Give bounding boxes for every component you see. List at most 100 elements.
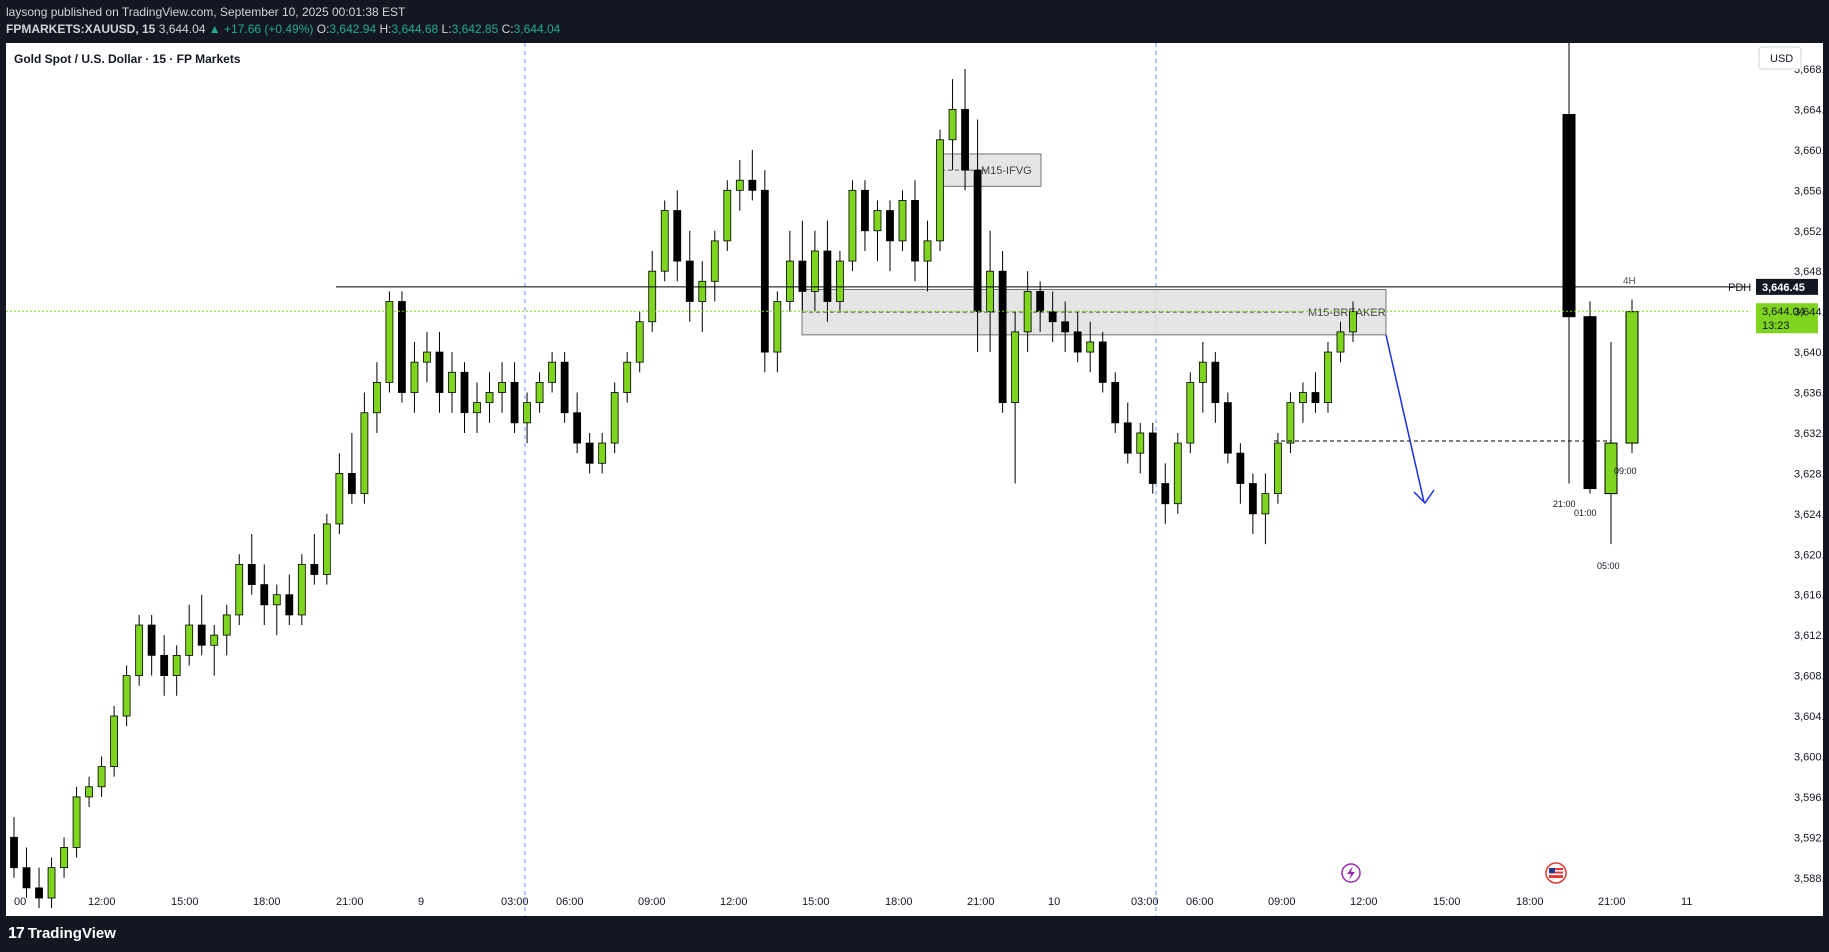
candle[interactable] [210,625,219,676]
candle[interactable] [1261,473,1270,545]
candle[interactable] [861,180,869,251]
candle[interactable] [1048,291,1057,342]
candle[interactable] [560,352,569,423]
candle[interactable] [1299,382,1307,423]
projection-arrow[interactable] [1385,334,1425,503]
candle[interactable] [848,180,857,272]
candle[interactable] [1286,392,1295,454]
candle[interactable] [160,635,169,696]
candle[interactable] [1086,321,1095,373]
candle[interactable] [961,69,969,191]
candle[interactable] [247,534,256,595]
candle[interactable] [748,149,757,201]
candle[interactable] [898,190,907,251]
candle[interactable] [911,180,919,282]
candle[interactable] [773,291,782,373]
candle[interactable] [710,230,719,302]
candle[interactable] [623,352,632,403]
candle[interactable] [1161,463,1170,524]
candle[interactable] [948,79,957,171]
candle[interactable] [573,392,582,454]
candle[interactable] [923,220,932,292]
candle[interactable] [172,645,181,696]
candle[interactable] [610,382,619,454]
candle[interactable] [235,554,244,626]
htf-candle[interactable] [1604,341,1618,545]
candle[interactable] [1324,341,1332,413]
chart-area[interactable]: M15-IFVG M15-BREAKER 21:00 01:00 05:00 09:00… [6,43,1829,916]
candle[interactable] [1111,372,1120,433]
candle[interactable] [398,291,406,403]
tradingview-logo[interactable]: 17 TradingView [8,925,116,943]
candle[interactable] [648,250,657,332]
candle[interactable] [735,159,744,211]
candle[interactable] [35,867,43,909]
candle[interactable] [97,756,106,797]
htf-candle[interactable] [1583,301,1597,494]
candle[interactable] [998,250,1007,413]
candle[interactable] [1036,281,1045,332]
candle[interactable] [448,352,456,413]
candle[interactable] [1186,372,1195,454]
candle[interactable] [373,362,381,433]
candle[interactable] [435,331,444,413]
candle[interactable] [548,352,557,393]
candle[interactable] [973,119,982,353]
us-flag-icon[interactable] [1545,862,1567,884]
candle[interactable] [660,200,669,282]
candle[interactable] [1136,422,1145,474]
candle[interactable] [535,372,544,413]
candle[interactable] [110,705,119,777]
candle[interactable] [285,574,294,626]
candle[interactable] [1211,352,1220,423]
candle[interactable] [698,261,707,332]
candle[interactable] [1349,301,1357,342]
candle[interactable] [147,614,156,676]
candle[interactable] [122,665,131,727]
currency-button[interactable]: USD [1758,46,1802,70]
candle[interactable] [1336,321,1345,363]
candle[interactable] [810,230,819,312]
candle[interactable] [135,614,144,686]
candle[interactable] [510,362,519,433]
candle[interactable] [798,220,807,312]
candle[interactable] [635,311,644,373]
candle[interactable] [1223,392,1232,464]
candle[interactable] [936,129,944,251]
candle[interactable] [873,200,882,262]
candle[interactable] [673,190,682,282]
candle[interactable] [1248,473,1257,535]
candle[interactable] [1098,331,1107,393]
candle[interactable] [1123,402,1132,464]
candle[interactable] [297,554,306,626]
candle[interactable] [72,786,81,858]
candle[interactable] [10,817,18,878]
candle[interactable] [1148,422,1157,494]
candle[interactable] [723,180,732,251]
candle[interactable] [1011,311,1020,484]
candle[interactable] [85,776,93,808]
candle[interactable] [886,200,894,272]
candle[interactable] [360,392,369,504]
candle[interactable] [1274,432,1282,504]
candle[interactable] [823,220,832,322]
candle[interactable] [685,230,694,322]
candle[interactable] [1073,311,1082,363]
candle[interactable] [485,372,494,423]
candle[interactable] [22,847,31,898]
candle[interactable] [335,453,344,535]
candle[interactable] [347,432,356,504]
candle[interactable] [598,432,607,474]
candle[interactable] [222,604,231,656]
candle[interactable] [197,594,206,656]
candle[interactable] [322,513,331,585]
htf-candle[interactable] [1562,43,1576,484]
htf-candle[interactable] [1625,299,1639,454]
candle[interactable] [1173,432,1182,514]
candle[interactable] [260,564,269,626]
candle[interactable] [760,170,769,373]
candle[interactable] [473,382,481,433]
candle[interactable] [498,362,506,413]
candle[interactable] [410,341,419,413]
